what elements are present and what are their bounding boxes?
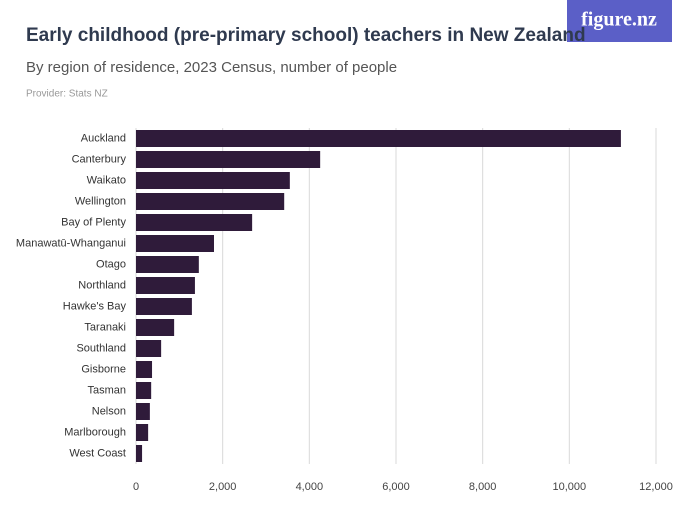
- y-tick-label: Canterbury: [72, 153, 127, 165]
- y-tick-label: West Coast: [69, 447, 126, 459]
- bar: [136, 319, 175, 336]
- y-tick-label: Bay of Plenty: [61, 216, 126, 228]
- x-tick-label: 0: [133, 481, 139, 493]
- chart-title: Early childhood (pre-primary school) tea…: [26, 25, 586, 46]
- y-tick-label: Manawatū-Whanganui: [16, 237, 126, 249]
- bar: [136, 445, 143, 462]
- logo: figure.nz: [581, 9, 657, 31]
- y-tick-label: Northland: [78, 279, 126, 291]
- x-tick-label: 10,000: [553, 481, 587, 493]
- x-tick-label: 12,000: [639, 481, 673, 493]
- y-tick-label: Otago: [96, 258, 126, 270]
- x-tick-label: 8,000: [469, 481, 497, 493]
- bar: [136, 214, 253, 231]
- chart-subtitle: By region of residence, 2023 Census, num…: [26, 59, 397, 76]
- bar: [136, 151, 321, 168]
- y-tick-label: Hawke's Bay: [63, 300, 127, 312]
- y-tick-label: Tasman: [87, 384, 126, 396]
- y-tick-label: Waikato: [87, 174, 126, 186]
- x-tick-label: 2,000: [209, 481, 237, 493]
- bar: [136, 424, 149, 441]
- x-tick-label: 4,000: [296, 481, 324, 493]
- bar: [136, 403, 150, 420]
- provider: Provider: Stats NZ: [26, 89, 108, 100]
- y-tick-label: Gisborne: [81, 363, 126, 375]
- y-tick-label: Wellington: [75, 195, 126, 207]
- x-tick-label: 6,000: [382, 481, 410, 493]
- y-tick-label: Marlborough: [64, 426, 126, 438]
- logo-box: [567, 0, 672, 42]
- bar: [136, 298, 192, 315]
- bar: [136, 256, 199, 273]
- bar: [136, 277, 195, 294]
- y-tick-label: Auckland: [81, 132, 126, 144]
- bar: [136, 172, 290, 189]
- y-tick-label: Southland: [76, 342, 126, 354]
- bar: [136, 193, 285, 210]
- bar: [136, 340, 162, 357]
- y-tick-label: Nelson: [92, 405, 126, 417]
- bar: [136, 130, 621, 147]
- bar: [136, 361, 153, 378]
- y-tick-label: Taranaki: [84, 321, 126, 333]
- bar: [136, 235, 214, 252]
- bar: [136, 382, 152, 399]
